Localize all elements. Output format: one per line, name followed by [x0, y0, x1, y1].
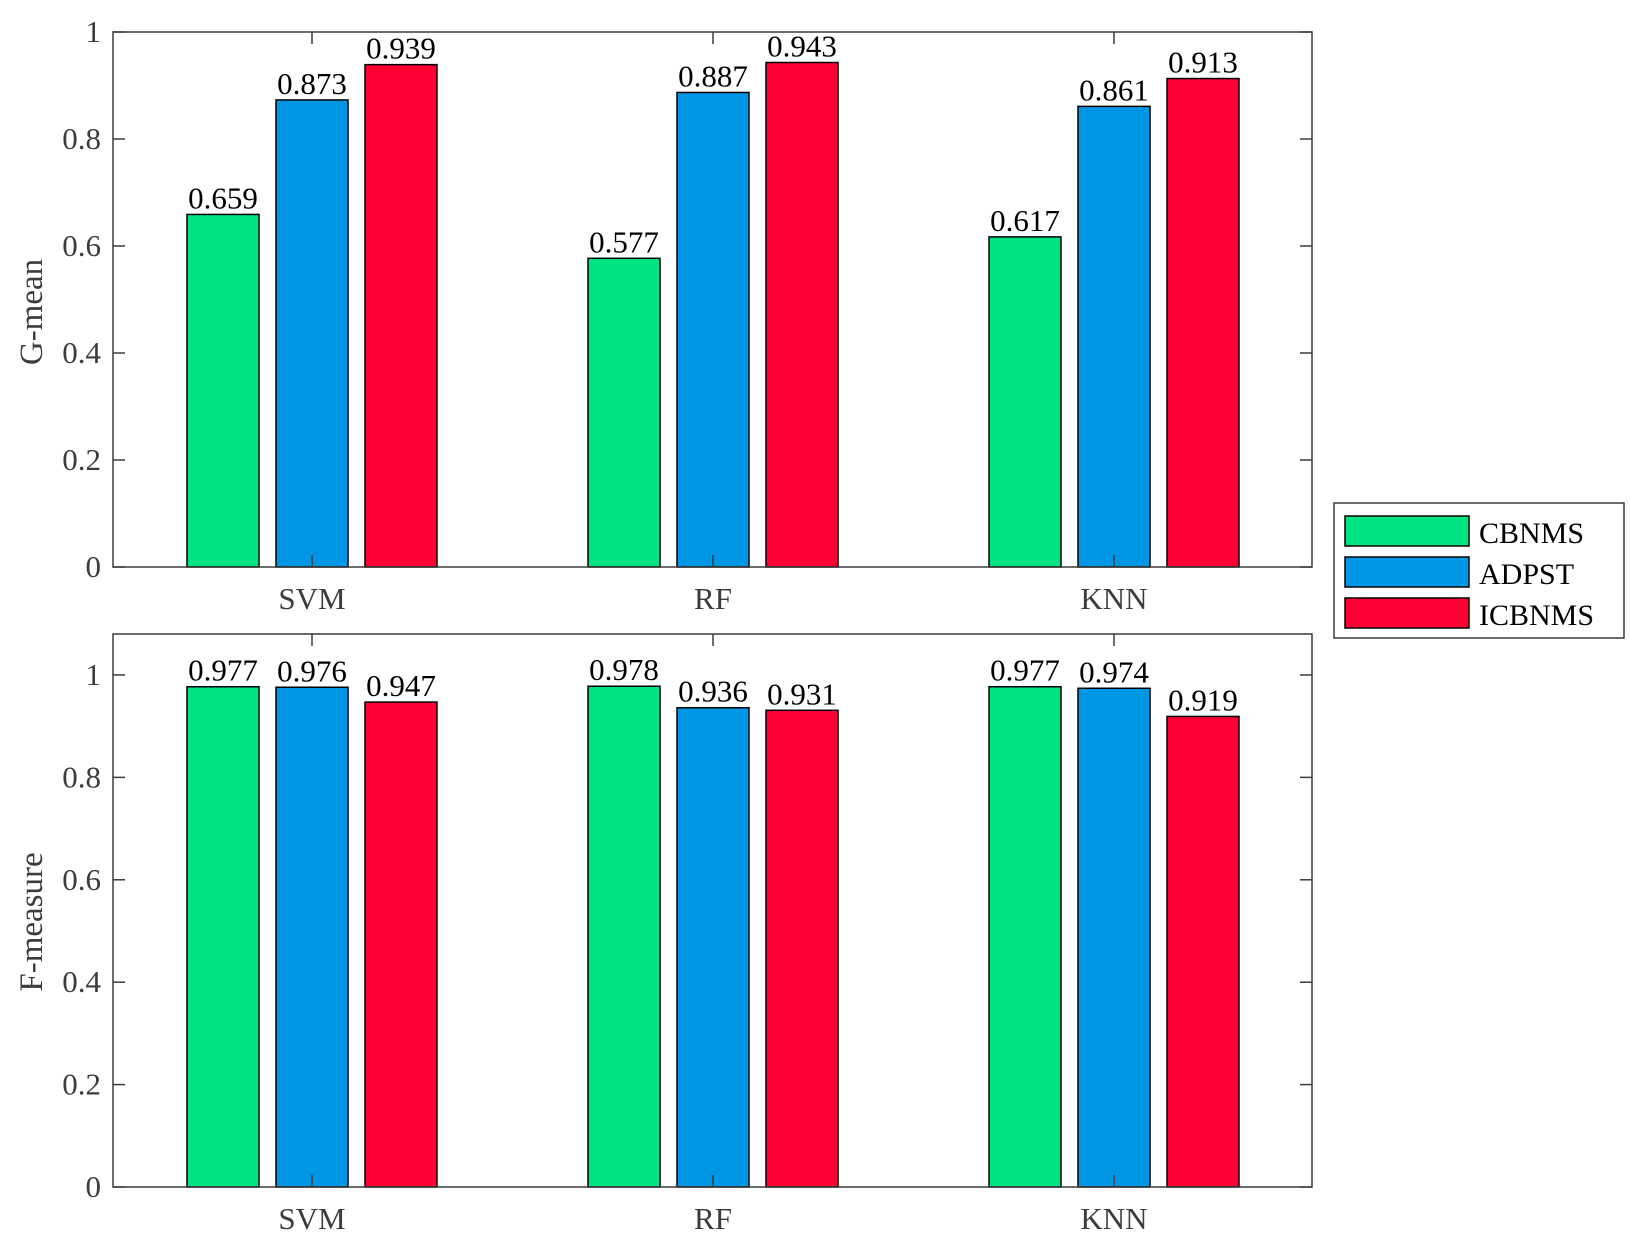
bar-icbnms-knn: [1166, 77, 1240, 568]
data-label: 0.659: [188, 180, 258, 215]
data-label: 0.861: [1079, 72, 1149, 107]
gmean-panel: 0.659 0.577 0.617 0.873 0.887 0.861 0.939 0.943…: [14, 14, 1313, 616]
y-tick-label: 0: [86, 549, 102, 584]
bar-adpst-svm: [275, 686, 349, 1188]
legend-swatch-icbnms: [1344, 597, 1470, 629]
bar-adpst-svm: [275, 99, 349, 568]
data-label: 0.978: [589, 652, 659, 687]
bar-icbnms-svm: [364, 701, 438, 1188]
legend-swatch-adpst: [1344, 556, 1470, 588]
bar-adpst-knn: [1077, 687, 1151, 1188]
y-tick-label: 0.8: [62, 121, 101, 156]
x-tick-label: RF: [694, 1201, 732, 1236]
bar-cbnms-svm: [186, 213, 260, 568]
bar-cbnms-svm: [186, 685, 260, 1188]
legend-swatch-cbnms: [1344, 515, 1470, 547]
legend-label-cbnms: CBNMS: [1479, 517, 1584, 550]
y-axis-label: F-measure: [14, 852, 50, 991]
data-label: 0.577: [589, 224, 659, 259]
bar-icbnms-svm: [364, 63, 438, 568]
y-tick-label: 0.6: [62, 228, 101, 263]
data-label: 0.887: [678, 58, 748, 93]
bar-icbnms-knn: [1166, 715, 1240, 1188]
y-tick-label: 0.2: [62, 442, 101, 477]
y-tick-label: 0.4: [62, 964, 101, 999]
x-tick-label: SVM: [278, 1201, 345, 1236]
x-tick-label: KNN: [1080, 1201, 1147, 1236]
y-axis-label: G-mean: [14, 259, 50, 365]
bar-adpst-rf: [676, 706, 750, 1188]
y-tick-label: 0.8: [62, 759, 101, 794]
data-label: 0.977: [188, 653, 258, 688]
data-label: 0.974: [1079, 654, 1149, 689]
data-label: 0.931: [767, 676, 837, 711]
y-tick-label: 0: [86, 1169, 102, 1204]
bar-cbnms-rf: [587, 257, 661, 568]
data-label: 0.936: [678, 674, 748, 709]
legend-label-adpst: ADPST: [1479, 558, 1574, 591]
data-label: 0.919: [1168, 682, 1238, 717]
data-label: 0.943: [767, 28, 837, 63]
bar-icbnms-rf: [765, 709, 839, 1188]
bar-cbnms-knn: [988, 236, 1062, 568]
x-tick-label: KNN: [1080, 581, 1147, 616]
y-tick-label: 0.4: [62, 335, 101, 370]
bar-cbnms-knn: [988, 685, 1062, 1188]
legend: CBNMS ADPST ICBNMS: [1333, 502, 1625, 639]
data-label: 0.617: [990, 203, 1060, 238]
fmeasure-panel: 0.977 0.978 0.977 0.976 0.936 0.974 0.947 0.931…: [14, 633, 1313, 1236]
y-tick-label: 1: [86, 657, 102, 692]
bar-adpst-knn: [1077, 105, 1151, 568]
x-tick-label: SVM: [278, 581, 345, 616]
x-tick-label: RF: [694, 581, 732, 616]
data-label: 0.977: [990, 653, 1060, 688]
data-label: 0.913: [1168, 45, 1238, 80]
bar-cbnms-rf: [587, 685, 661, 1188]
legend-label-icbnms: ICBNMS: [1479, 599, 1594, 632]
bar-icbnms-rf: [765, 61, 839, 568]
y-tick-label: 1: [86, 14, 102, 49]
data-label: 0.947: [366, 668, 436, 703]
y-tick-label: 0.2: [62, 1067, 101, 1102]
y-tick-label: 0.6: [62, 862, 101, 897]
data-label: 0.873: [277, 66, 347, 101]
data-label: 0.976: [277, 653, 347, 688]
data-label: 0.939: [366, 31, 436, 66]
bar-adpst-rf: [676, 91, 750, 568]
